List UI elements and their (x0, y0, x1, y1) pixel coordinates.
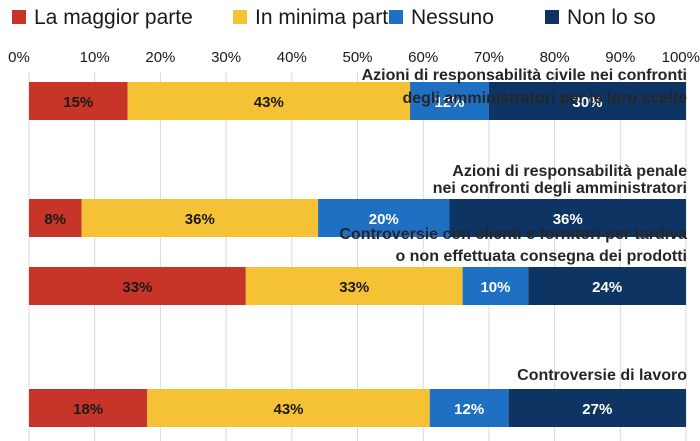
legend-swatch-non-lo-so (545, 10, 559, 24)
x-tick-label: 60% (408, 49, 438, 66)
x-tick-label: 50% (342, 49, 372, 66)
data-label: 10% (480, 279, 510, 296)
x-tick-label: 90% (605, 49, 635, 66)
bar-segment (449, 199, 686, 237)
category-label: Controversie di lavoro (517, 367, 687, 384)
data-label: 15% (63, 94, 93, 111)
data-label: 12% (434, 94, 464, 111)
x-tick-label: 10% (80, 49, 110, 66)
legend: La maggior parte In minima parte Nessuno No… (12, 6, 656, 29)
category-label: Azioni di responsabilità civile nei conf… (362, 67, 687, 84)
x-tick-label: 80% (540, 49, 570, 66)
data-label: 43% (254, 94, 284, 111)
category-label: degli amministratori per le loro scelte (402, 90, 687, 107)
bar-segment (29, 389, 148, 427)
bars: 15% 43% 12% 30% 8% 36% 20% 36% 33% 33% 10% 24% 18% 43… (29, 82, 686, 427)
x-tick-label: 70% (474, 49, 504, 66)
category-label: nei confronti degli amministratori (433, 180, 687, 197)
bar-segment (508, 389, 686, 427)
category-label: Controversie con clienti e fornitori per… (339, 226, 687, 243)
data-label: 36% (185, 211, 215, 228)
gridlines (28, 72, 687, 441)
data-label: 27% (582, 401, 612, 418)
x-tick-label: 30% (211, 49, 241, 66)
bar-segment (528, 267, 686, 305)
bar-segment (29, 82, 128, 120)
data-label: 12% (454, 401, 484, 418)
legend-label-nessuno: Nessuno (411, 6, 494, 29)
bar-segment (29, 267, 246, 305)
data-label: 33% (122, 279, 152, 296)
x-tick-label: 0% (8, 49, 30, 66)
data-label: 18% (73, 401, 103, 418)
bar-segment (429, 389, 509, 427)
bar-segment (127, 82, 411, 120)
legend-swatch-in-minima-parte (233, 10, 247, 24)
bar-segment (462, 267, 529, 305)
bar-segment (245, 267, 463, 305)
x-tick-label: 20% (145, 49, 175, 66)
x-tick-label: 100% (662, 49, 700, 66)
data-label: 33% (339, 279, 369, 296)
legend-label-la-maggior-parte: La maggior parte (34, 6, 193, 29)
data-label: 36% (553, 211, 583, 228)
legend-label-non-lo-so: Non lo so (567, 6, 656, 29)
category-labels: Azioni di responsabilità civile nei conf… (339, 67, 687, 384)
bar-segment (147, 389, 430, 427)
x-axis-tick-labels: 0% 10% 20% 30% 40% 50% 60% 70% 80% 90% 100% (8, 49, 700, 66)
legend-swatch-nessuno (389, 10, 403, 24)
bar-segment (318, 199, 450, 237)
bar-segment (81, 199, 319, 237)
bar-segment (488, 82, 686, 120)
legend-label-in-minima-parte: In minima parte (255, 6, 400, 29)
category-label: o non effettuata consegna dei prodotti (395, 248, 687, 265)
data-label: 20% (369, 211, 399, 228)
data-label: 30% (572, 94, 602, 111)
bar-segment (29, 199, 82, 237)
category-label: Azioni di responsabilità penale (452, 163, 687, 180)
bar-segment (410, 82, 489, 120)
x-tick-label: 40% (277, 49, 307, 66)
data-label: 24% (592, 279, 622, 296)
legend-swatch-la-maggior-parte (12, 10, 26, 24)
data-label: 43% (273, 401, 303, 418)
data-label: 8% (44, 211, 66, 228)
